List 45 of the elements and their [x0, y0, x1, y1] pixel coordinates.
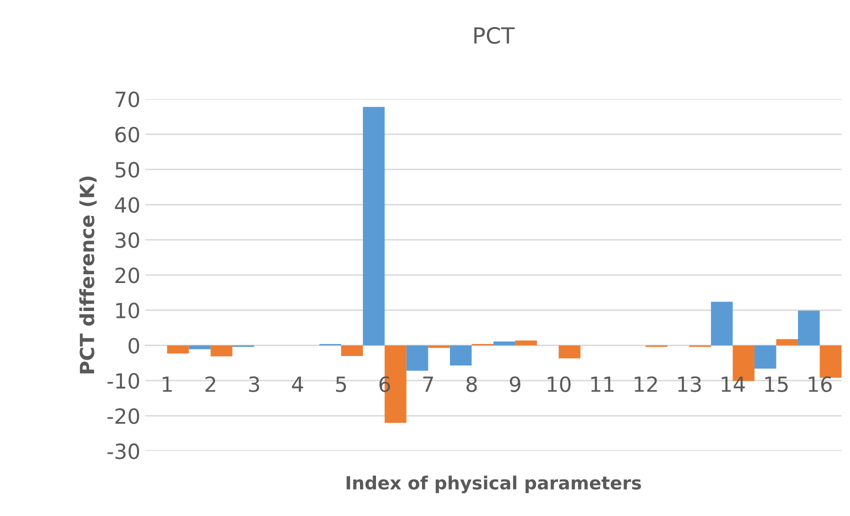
x-tick-label: 7	[423, 376, 434, 392]
y-tick-label: -30	[107, 443, 140, 460]
y-axis-title: PCT difference (K)	[79, 176, 97, 374]
x-tick-label: 4	[292, 376, 304, 392]
bar	[820, 345, 842, 378]
bar	[450, 345, 472, 366]
bar	[210, 345, 232, 356]
x-tick-label: 9	[510, 376, 520, 392]
x-tick-label: 12	[634, 376, 657, 392]
x-tick-label: 15	[765, 376, 788, 392]
x-tick-label: 3	[249, 376, 260, 392]
bar	[776, 339, 798, 346]
bar	[341, 345, 363, 356]
bar	[798, 310, 820, 346]
bar	[188, 345, 211, 350]
bar	[428, 345, 450, 348]
y-tick-label: 20	[116, 267, 140, 284]
y-tick-label: 70	[116, 92, 140, 108]
y-tick-label: 60	[115, 126, 140, 142]
bar	[710, 302, 733, 346]
x-tick-label: 13	[678, 376, 701, 392]
bar	[515, 340, 537, 346]
bar	[167, 345, 189, 354]
y-tick-label: -20	[107, 408, 140, 424]
x-tick-label: 16	[808, 376, 832, 392]
x-tick-label: 10	[548, 376, 571, 392]
bar	[362, 106, 385, 346]
x-axis-title: Index of physical parameters	[346, 476, 641, 494]
x-tick-label: 8	[466, 376, 477, 392]
y-tick-label: 50	[116, 162, 140, 178]
chart-title: PCT	[474, 27, 515, 44]
bar	[406, 345, 428, 371]
x-tick-label: 11	[591, 376, 614, 392]
y-tick-label: 10	[116, 302, 140, 318]
bar	[493, 342, 516, 346]
bar	[558, 345, 580, 358]
x-tick-label: 5	[336, 376, 346, 392]
y-tick-label: 30	[116, 232, 140, 248]
x-tick-label: 1	[162, 376, 172, 392]
y-tick-label: -10	[107, 373, 140, 389]
y-tick-label: 0	[128, 338, 140, 354]
bar	[754, 345, 776, 369]
x-tick-label: 2	[206, 376, 216, 392]
x-tick-label: 14	[722, 376, 745, 392]
y-tick-label: 40	[114, 197, 140, 213]
